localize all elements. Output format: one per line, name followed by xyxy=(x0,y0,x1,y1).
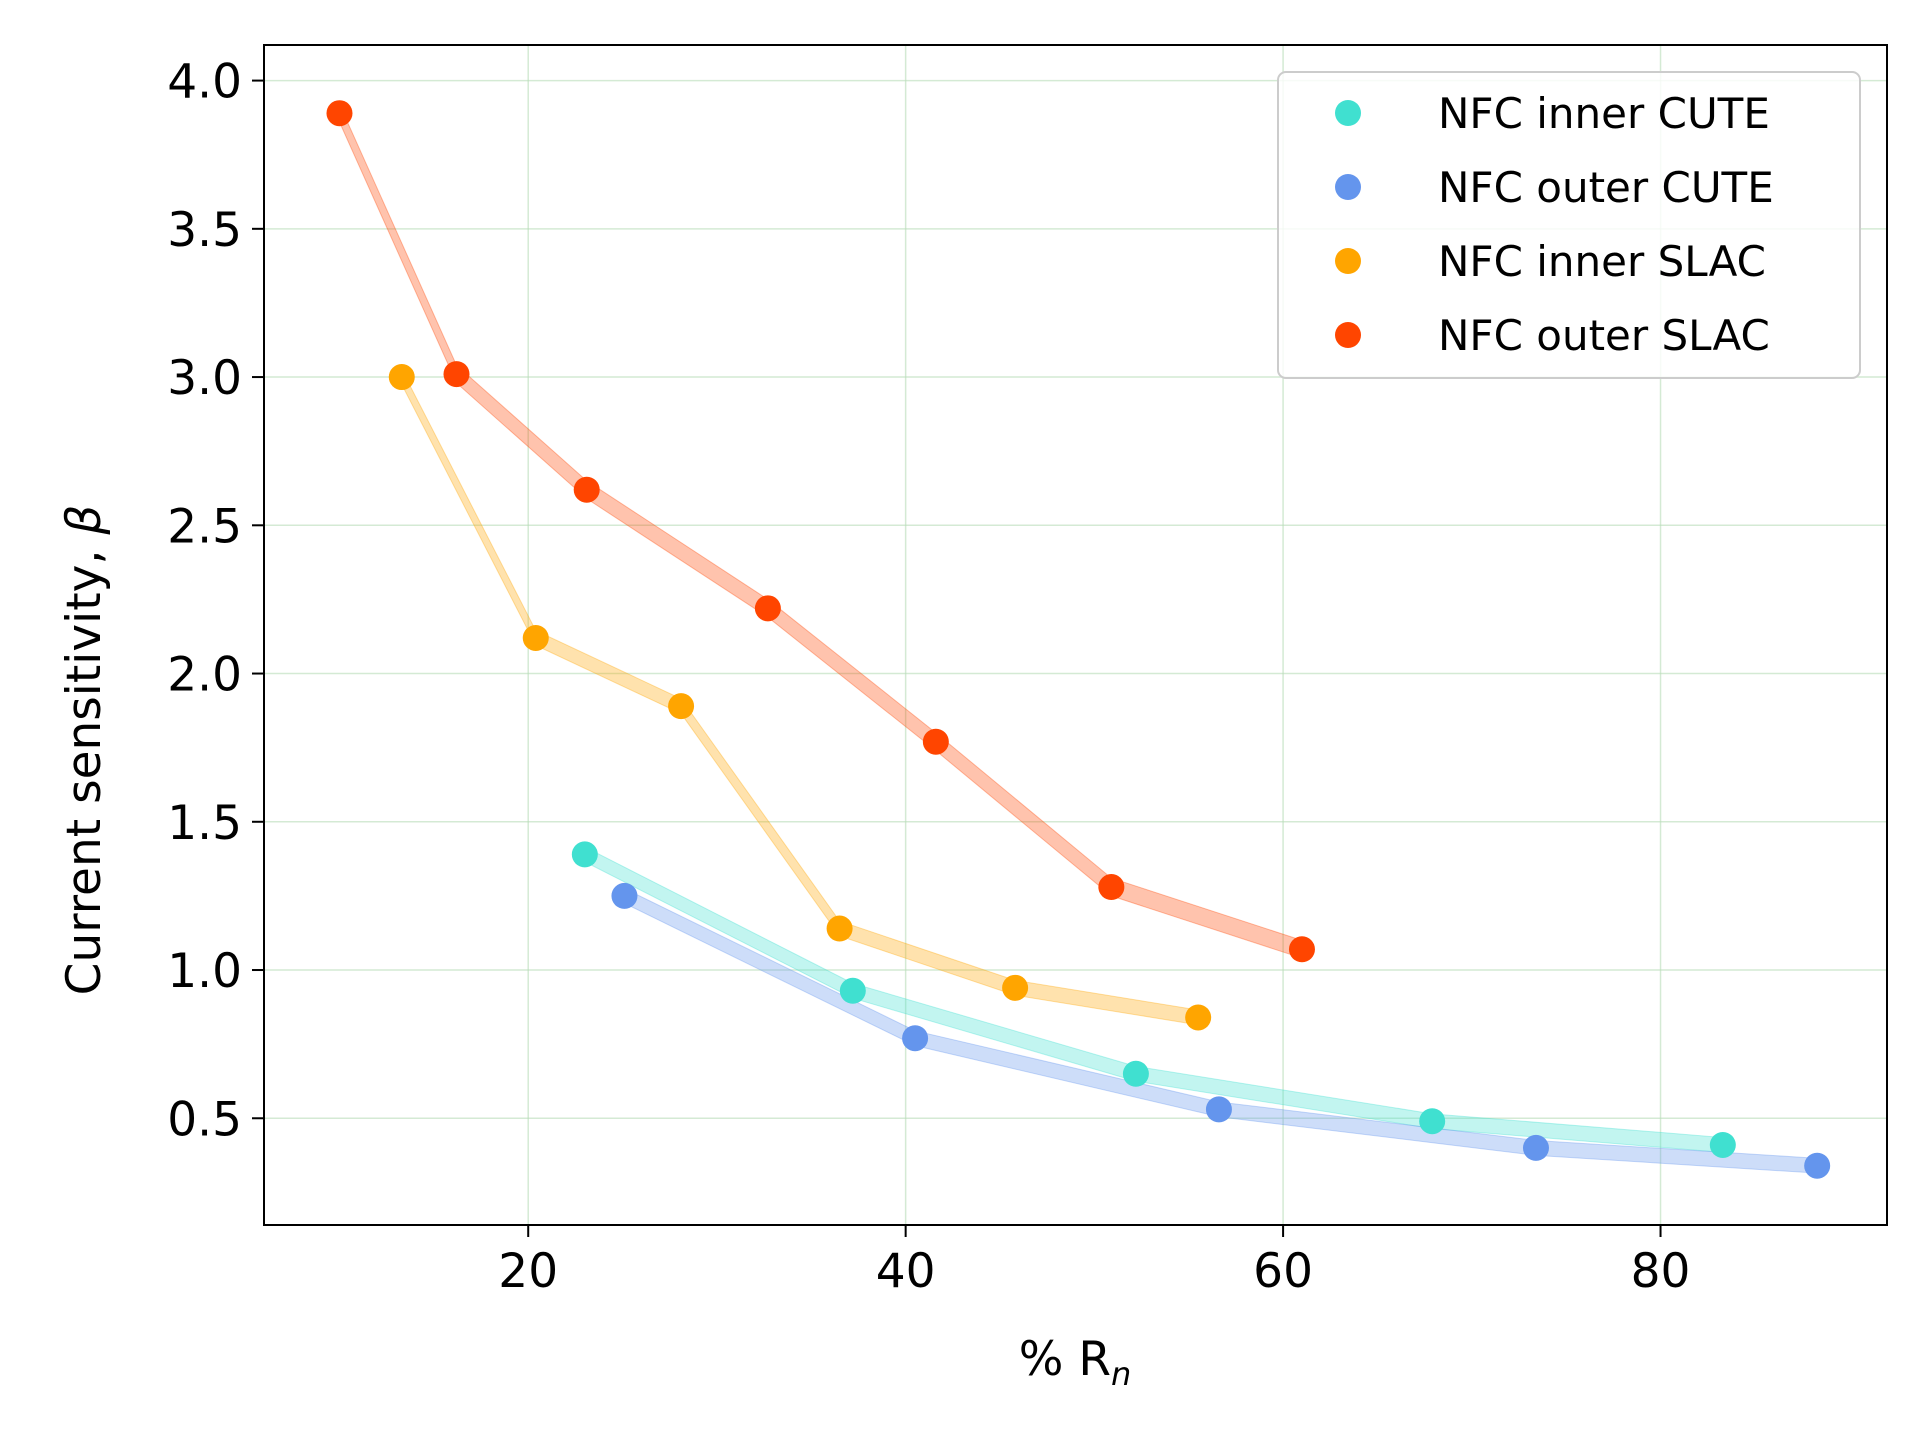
data-point-nfc-inner-cute xyxy=(839,977,866,1004)
data-point-nfc-outer-cute xyxy=(1522,1134,1549,1161)
legend-marker-nfc-inner-cute xyxy=(1335,100,1361,126)
data-point-nfc-outer-cute xyxy=(1205,1096,1232,1123)
series-band-nfc-inner-slac xyxy=(401,369,1199,1026)
y-tick-label: 1.5 xyxy=(167,796,242,851)
data-point-nfc-outer-slac xyxy=(754,595,781,622)
data-point-nfc-inner-cute xyxy=(1122,1060,1149,1087)
data-point-nfc-outer-cute xyxy=(611,882,638,909)
legend-label-nfc-inner-cute: NFC inner CUTE xyxy=(1438,89,1770,138)
legend-label-nfc-outer-slac: NFC outer SLAC xyxy=(1438,311,1770,360)
legend-marker-nfc-outer-cute xyxy=(1335,174,1361,200)
legend-label-nfc-outer-cute: NFC outer CUTE xyxy=(1438,163,1774,212)
data-point-nfc-inner-cute xyxy=(1709,1131,1736,1158)
data-point-nfc-outer-slac xyxy=(922,728,949,755)
y-axis-title: Current sensitivity, β xyxy=(57,505,112,996)
data-point-nfc-outer-cute xyxy=(902,1025,929,1052)
data-point-nfc-inner-cute xyxy=(571,841,598,868)
data-point-nfc-inner-slac xyxy=(522,624,549,651)
plot-frame xyxy=(263,44,1888,1226)
y-tick-label: 2.0 xyxy=(167,648,242,703)
data-point-nfc-outer-slac xyxy=(326,100,353,127)
data-point-nfc-inner-slac xyxy=(668,693,695,720)
x-tick-label: 60 xyxy=(1253,1244,1313,1299)
y-tick-label: 3.0 xyxy=(167,351,242,406)
legend-marker-nfc-inner-slac xyxy=(1335,248,1361,274)
y-tick-label: 1.0 xyxy=(167,944,242,999)
x-tick-label: 40 xyxy=(876,1244,936,1299)
data-point-nfc-outer-slac xyxy=(1288,936,1315,963)
data-point-nfc-outer-slac xyxy=(573,476,600,503)
data-point-nfc-inner-slac xyxy=(826,915,853,942)
data-point-nfc-outer-slac xyxy=(443,361,470,388)
x-tick-label: 20 xyxy=(498,1244,558,1299)
legend-box xyxy=(1277,71,1861,379)
data-point-nfc-inner-slac xyxy=(388,364,415,391)
axis-ticks: 20 40 60 80 0.5 1.0 1.5 2.0 2.5 3.0 3.5 4.0 xyxy=(167,55,1690,1299)
y-tick-label: 4.0 xyxy=(167,55,242,110)
y-tick-label: 0.5 xyxy=(167,1092,242,1147)
y-axis-title-symbol: β xyxy=(57,505,112,536)
legend: NFC inner CUTE NFC outer CUTE NFC inner SL… xyxy=(1277,71,1861,379)
x-axis-title-subscript: n xyxy=(1111,1355,1131,1393)
data-point-nfc-inner-slac xyxy=(1185,1004,1212,1031)
data-points xyxy=(326,100,1831,1179)
x-axis-title: % Rn xyxy=(1019,1332,1132,1393)
data-point-nfc-inner-slac xyxy=(1002,974,1029,1001)
legend-marker-nfc-outer-slac xyxy=(1335,322,1361,348)
y-tick-label: 2.5 xyxy=(167,499,242,554)
y-tick-label: 3.5 xyxy=(167,203,242,258)
x-tick-label: 80 xyxy=(1631,1244,1691,1299)
data-point-nfc-outer-slac xyxy=(1098,874,1125,901)
legend-label-nfc-inner-slac: NFC inner SLAC xyxy=(1438,237,1766,286)
data-point-nfc-outer-cute xyxy=(1804,1152,1831,1179)
data-point-nfc-inner-cute xyxy=(1419,1108,1446,1135)
